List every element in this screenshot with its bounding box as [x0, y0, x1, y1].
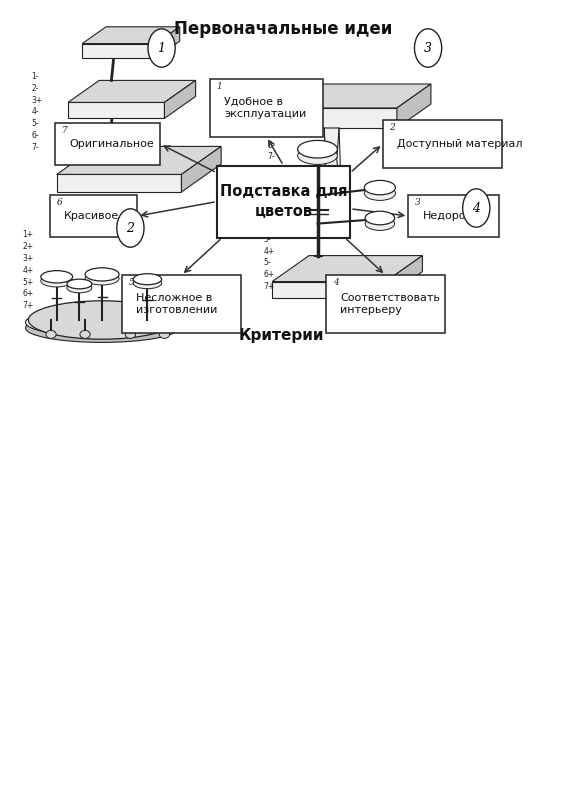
Text: 1: 1 — [217, 82, 222, 91]
Ellipse shape — [364, 186, 395, 201]
FancyBboxPatch shape — [326, 275, 445, 333]
Ellipse shape — [85, 272, 119, 285]
Ellipse shape — [159, 330, 170, 338]
Text: 4: 4 — [333, 278, 338, 287]
Text: Оригинальное: Оригинальное — [69, 139, 154, 149]
Ellipse shape — [28, 301, 176, 339]
Polygon shape — [272, 256, 422, 282]
Ellipse shape — [80, 330, 90, 338]
Text: Недорогое: Недорогое — [422, 211, 485, 221]
Text: 6: 6 — [57, 198, 62, 207]
Text: Несложное в
изготовлении: Несложное в изготовлении — [136, 293, 218, 315]
Circle shape — [414, 29, 442, 67]
Text: 1: 1 — [158, 42, 166, 54]
Polygon shape — [164, 80, 196, 118]
Polygon shape — [57, 146, 221, 174]
FancyBboxPatch shape — [55, 123, 160, 165]
FancyBboxPatch shape — [50, 195, 137, 237]
Polygon shape — [82, 26, 180, 43]
Circle shape — [463, 189, 490, 227]
Ellipse shape — [364, 180, 395, 195]
Ellipse shape — [133, 274, 162, 285]
Polygon shape — [68, 102, 164, 118]
Ellipse shape — [26, 314, 179, 342]
FancyBboxPatch shape — [122, 275, 241, 333]
Circle shape — [117, 209, 144, 247]
Text: Удобное в
эксплуатации: Удобное в эксплуатации — [224, 97, 306, 119]
Ellipse shape — [298, 141, 337, 158]
Ellipse shape — [26, 308, 179, 337]
Ellipse shape — [67, 279, 92, 289]
FancyBboxPatch shape — [210, 79, 323, 137]
Polygon shape — [386, 256, 422, 298]
Text: Доступный материал: Доступный материал — [397, 139, 522, 149]
Text: Красивое: Красивое — [64, 211, 119, 221]
Text: Соответствовать
интерьеру: Соответствовать интерьеру — [340, 293, 440, 315]
Text: 2: 2 — [390, 123, 395, 132]
FancyBboxPatch shape — [217, 166, 350, 238]
Ellipse shape — [365, 217, 395, 230]
Ellipse shape — [41, 270, 73, 283]
FancyBboxPatch shape — [408, 195, 499, 237]
Ellipse shape — [41, 274, 73, 287]
Text: 1-
2-
3-
4+
5-
6+
7+: 1- 2- 3- 4+ 5- 6+ 7+ — [264, 211, 275, 291]
Ellipse shape — [85, 268, 119, 281]
Text: 4: 4 — [472, 202, 480, 214]
Ellipse shape — [46, 330, 56, 338]
Polygon shape — [57, 174, 181, 192]
Ellipse shape — [67, 283, 92, 293]
Text: 1-
2-
3+
4-
5-
6-
7-: 1- 2- 3+ 4- 5- 6- 7- — [31, 72, 43, 152]
Text: 5: 5 — [129, 278, 134, 287]
Ellipse shape — [298, 147, 337, 164]
Text: 7: 7 — [62, 126, 68, 135]
Ellipse shape — [365, 211, 395, 225]
Polygon shape — [181, 146, 221, 192]
Polygon shape — [284, 108, 397, 128]
Text: 1+
2+
3+
4-
5+
6-
7-: 1+ 2+ 3+ 4- 5+ 6- 7- — [268, 82, 279, 162]
Ellipse shape — [125, 330, 136, 338]
FancyBboxPatch shape — [383, 120, 502, 168]
Text: Первоначальные идеи: Первоначальные идеи — [174, 20, 393, 38]
Polygon shape — [156, 26, 180, 58]
Text: 2: 2 — [126, 222, 134, 234]
Text: 3: 3 — [424, 42, 432, 54]
Polygon shape — [82, 43, 156, 58]
Polygon shape — [68, 80, 196, 102]
Polygon shape — [284, 84, 431, 108]
Polygon shape — [324, 128, 341, 196]
Circle shape — [148, 29, 175, 67]
Ellipse shape — [133, 278, 162, 289]
Text: Подставка для
цветов: Подставка для цветов — [220, 184, 347, 219]
Polygon shape — [397, 84, 431, 128]
Polygon shape — [272, 282, 386, 298]
Text: 1+
2+
3+
4+
5+
6+
7+: 1+ 2+ 3+ 4+ 5+ 6+ 7+ — [23, 230, 34, 310]
Text: 3: 3 — [415, 198, 421, 207]
Text: Критерии: Критерии — [238, 328, 324, 343]
